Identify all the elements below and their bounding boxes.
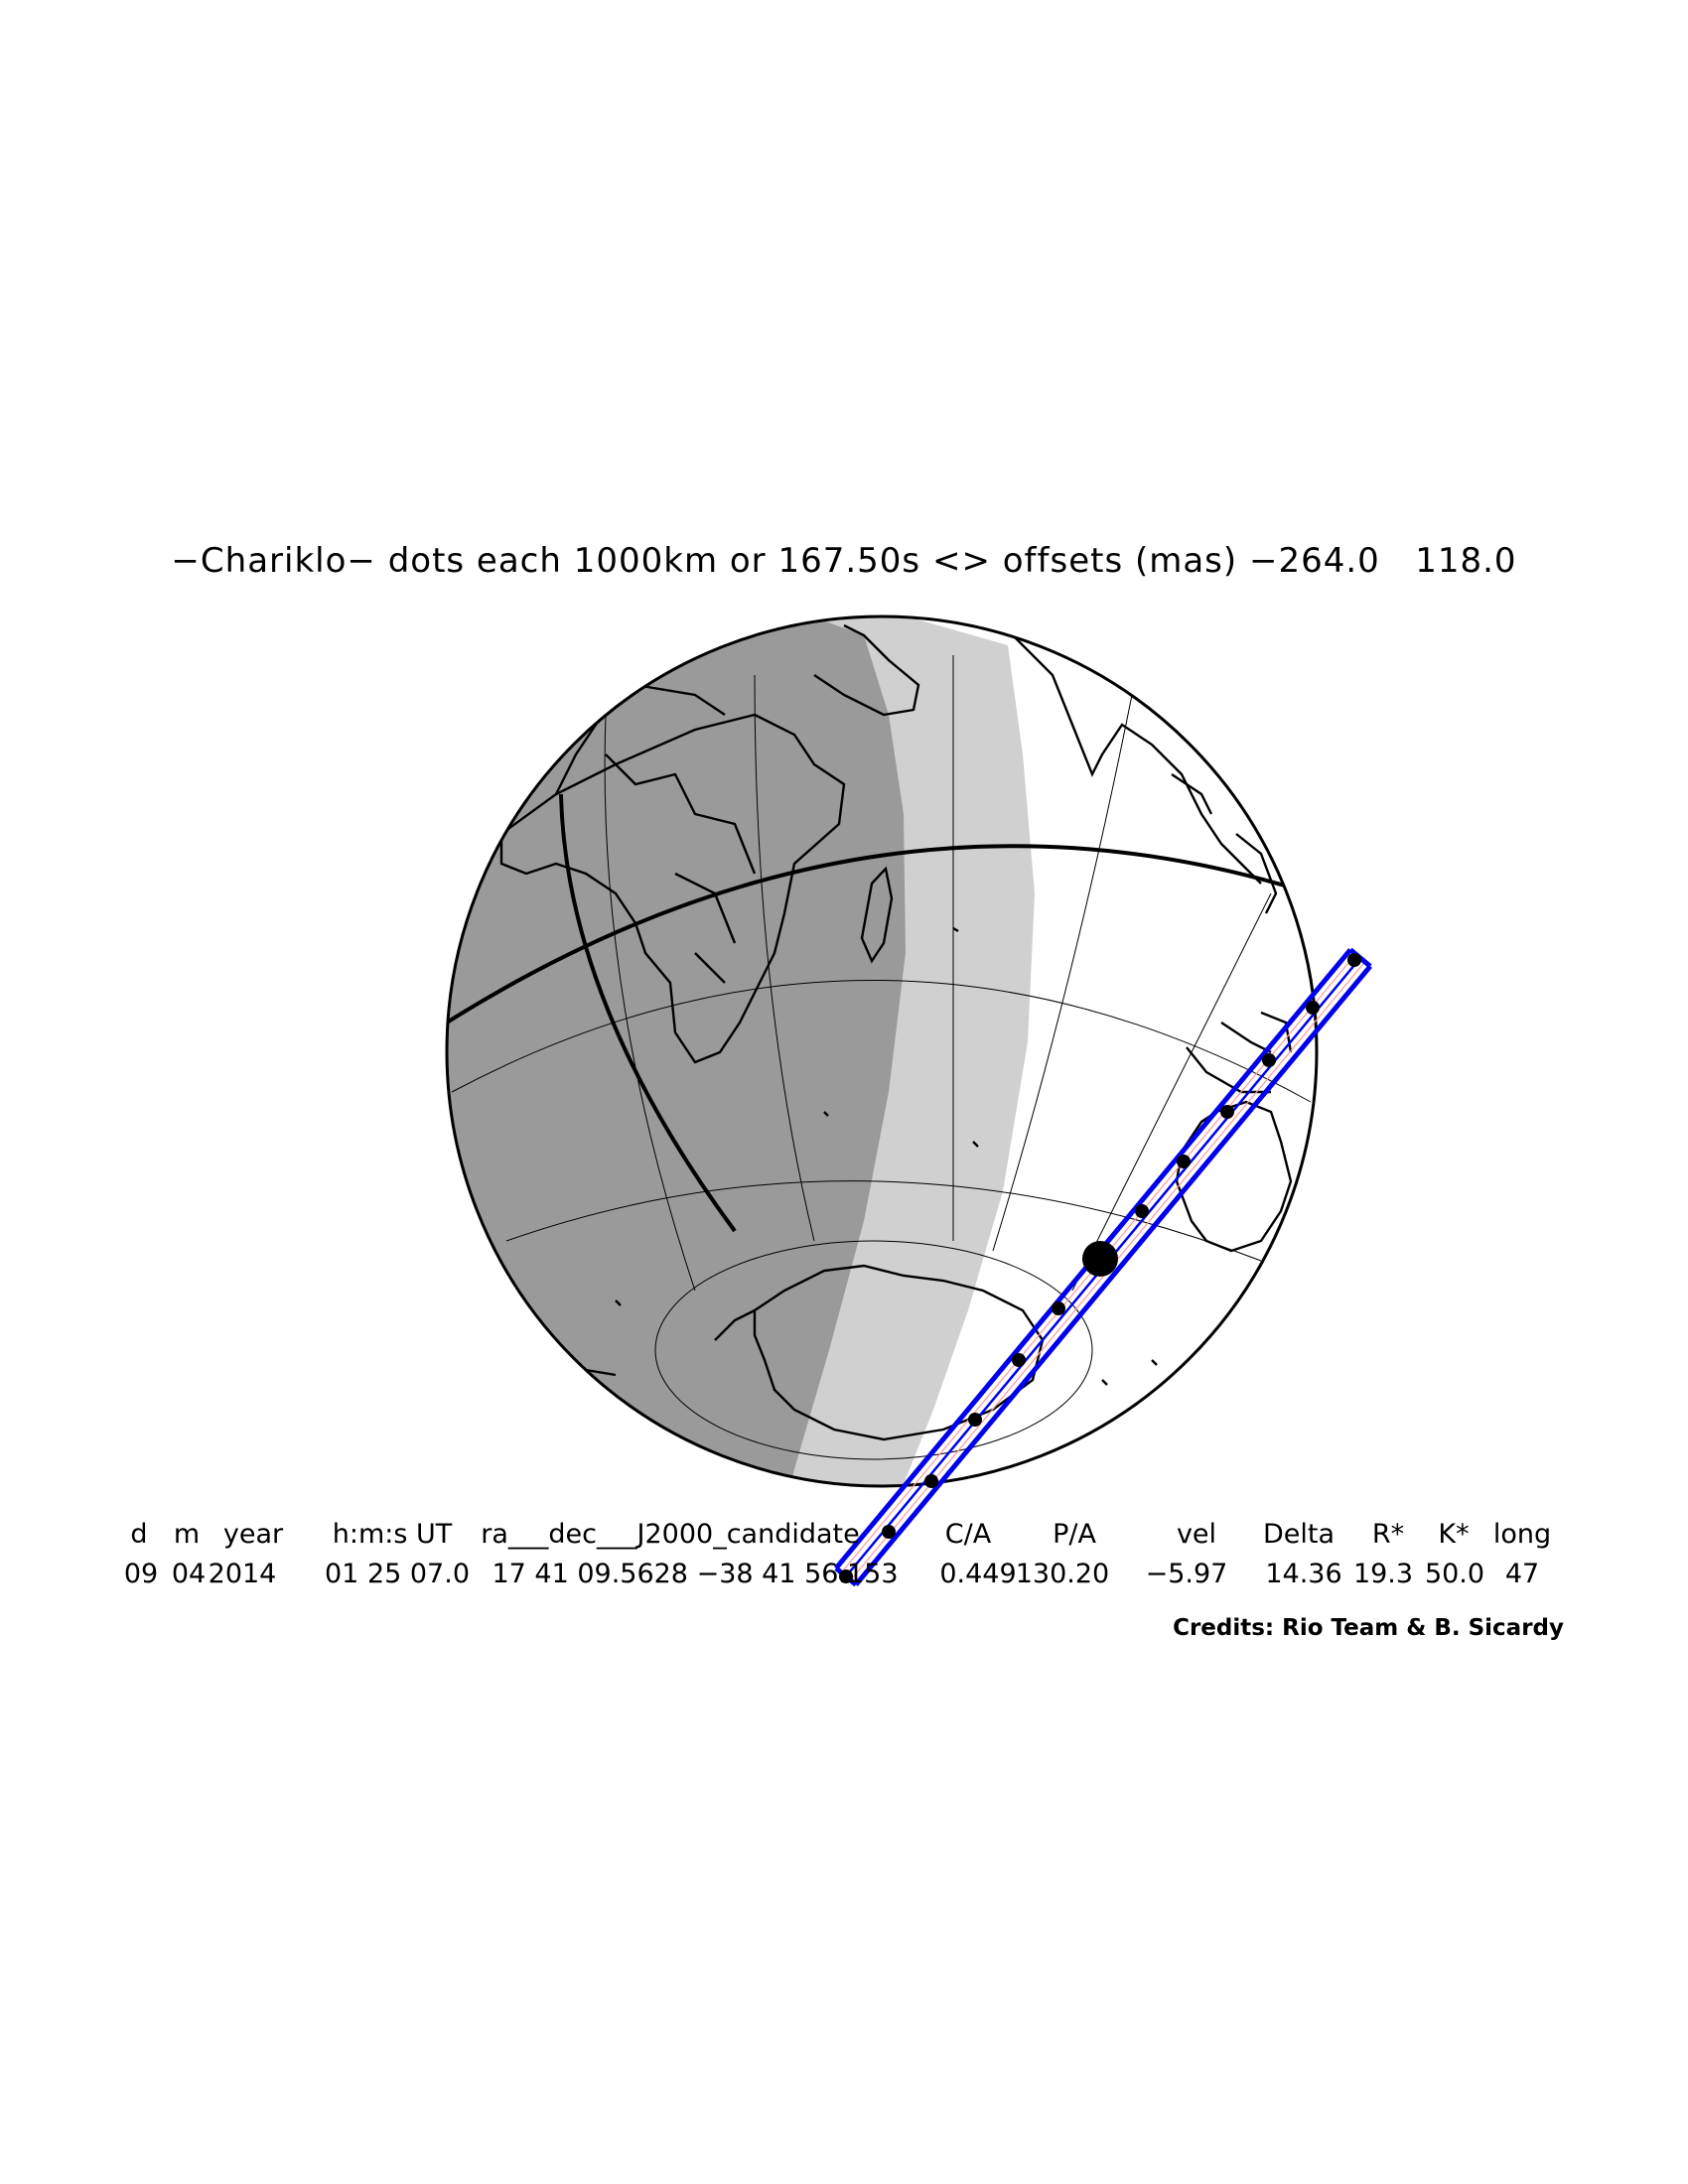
value-cell-6: 130.20: [1015, 1559, 1110, 1589]
track-dot: [1220, 1105, 1234, 1119]
header-cell-4: ra___dec___J2000_candidate: [481, 1519, 860, 1550]
value-cell-3: 01 25 07.0: [325, 1559, 470, 1589]
header-cell-3: h:m:s UT: [332, 1519, 453, 1550]
track-dot: [1262, 1053, 1276, 1067]
track-dot: [924, 1474, 938, 1488]
track-dot: [1135, 1204, 1149, 1218]
header-cell-2: year: [222, 1519, 284, 1550]
globe-shading: [447, 616, 1317, 1486]
value-cell-1: 04: [171, 1559, 207, 1589]
header-cell-0: d: [130, 1519, 148, 1550]
track-edge-south: [854, 964, 1372, 1586]
meridian-lines: [447, 793, 1312, 1233]
value-cell-5: 0.449: [939, 1559, 1017, 1589]
closest-approach-dot: [1082, 1241, 1118, 1277]
value-cell-4: 17 41 09.5628 −38 41 56.153: [492, 1559, 899, 1589]
track-dot: [1306, 1001, 1320, 1015]
track-dot: [1177, 1155, 1191, 1168]
header-cell-6: P/A: [1053, 1519, 1096, 1550]
value-cell-7: −5.97: [1145, 1559, 1228, 1589]
globe-outline: [445, 614, 1319, 1488]
shadow-path-track: [834, 947, 1372, 1587]
graticule: [447, 616, 1317, 1486]
track-dot: [839, 1570, 853, 1583]
parameter-headers: d m year h:m:s UT ra___dec___J2000_candidate…: [0, 1519, 1688, 1559]
header-cell-9: R*: [1371, 1519, 1405, 1550]
night-region: [447, 616, 906, 1486]
value-cell-8: 14.36: [1265, 1559, 1342, 1589]
parameter-values: 09 04 2014 01 25 07.0 17 41 09.5628 −38 41 5…: [0, 1559, 1688, 1598]
header-cell-11: long: [1492, 1519, 1552, 1550]
value-cell-2: 2014: [208, 1559, 277, 1589]
value-cell-0: 09: [123, 1559, 159, 1589]
track-dot: [968, 1413, 982, 1427]
header-cell-5: C/A: [944, 1519, 992, 1550]
map-title: −Chariklo− dots each 1000km or 167.50s <…: [171, 541, 1517, 581]
header-cell-10: K*: [1438, 1519, 1470, 1550]
value-cell-11: 47: [1504, 1559, 1540, 1589]
header-cell-8: Delta: [1262, 1519, 1336, 1550]
track-dot: [882, 1525, 896, 1539]
coastlines: [451, 623, 1293, 1441]
credits-text: Credits: Rio Team & B. Sicardy: [1173, 1615, 1564, 1641]
header-cell-1: m: [173, 1519, 201, 1550]
value-cell-10: 50.0: [1424, 1559, 1485, 1589]
value-cell-9: 19.3: [1352, 1559, 1414, 1589]
track-dot: [1347, 953, 1361, 967]
track-dot: [1052, 1301, 1065, 1315]
header-cell-7: vel: [1176, 1519, 1217, 1550]
track-dot: [1012, 1353, 1026, 1367]
